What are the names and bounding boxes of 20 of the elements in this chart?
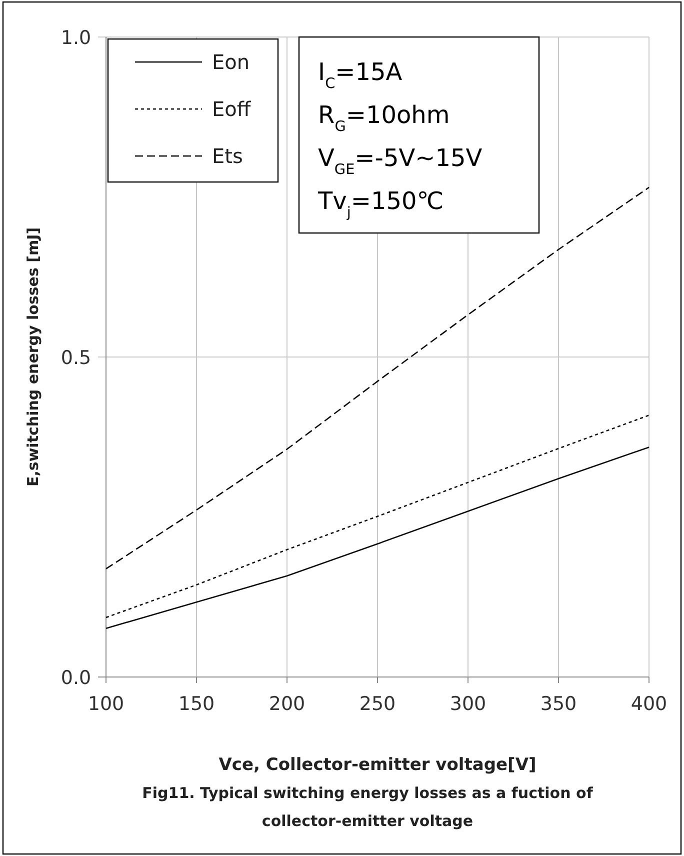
y-tick-label: 1.0 [60,27,92,49]
line-series [105,446,650,630]
y-tick-label: 0.5 [60,347,92,369]
x-axis-title: Vce, Collector-emitter voltage[V] [218,755,536,775]
x-tick-label: 150 [178,693,215,715]
x-tick-label: 250 [359,693,396,715]
line-series [105,414,650,618]
line-series [105,186,650,570]
legend-label: Ets [212,144,243,168]
x-tick-label: 300 [450,693,486,715]
legend-label: Eoff [212,97,252,121]
y-axis-title: E,switching energy losses [mJ] [24,227,42,487]
x-tick-label: 100 [88,693,124,715]
y-tick-label: 0.0 [60,667,92,689]
text: I$_{C}$=15A R$_{G}$=10ohm V$_{GE}$=-5V~15V Tv$_{j}$=150℃ [318,58,482,221]
x-tick-label: 200 [268,693,306,715]
text: Fig11. Typical switching energy losses as a fuction of collector-emitter voltage [142,784,594,830]
legend-label: Eon [212,50,250,74]
x-tick-label: 350 [540,693,577,715]
x-tick-label: 400 [630,693,668,715]
